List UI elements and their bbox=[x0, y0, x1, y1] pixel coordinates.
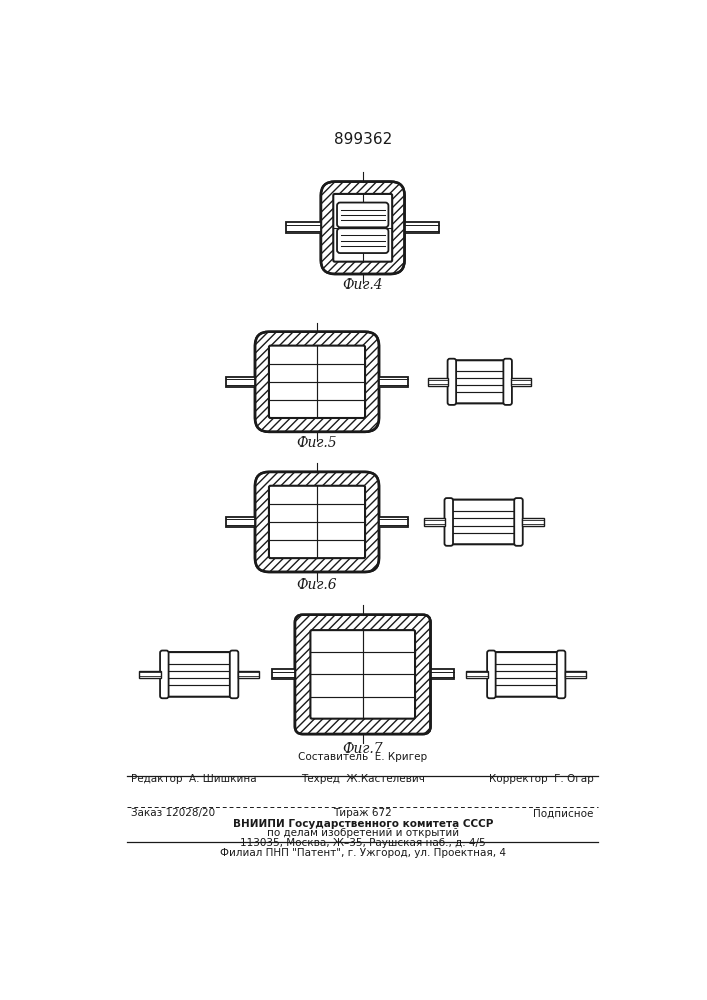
FancyBboxPatch shape bbox=[448, 359, 456, 405]
Bar bbox=[379, 517, 409, 527]
FancyBboxPatch shape bbox=[255, 332, 379, 432]
FancyBboxPatch shape bbox=[489, 652, 564, 697]
FancyBboxPatch shape bbox=[269, 486, 365, 558]
Text: Подписное: Подписное bbox=[533, 808, 594, 818]
Bar bbox=[271, 669, 295, 679]
Bar bbox=[466, 671, 488, 678]
FancyBboxPatch shape bbox=[337, 228, 388, 253]
Bar bbox=[238, 671, 259, 678]
Bar bbox=[226, 517, 255, 527]
FancyBboxPatch shape bbox=[514, 498, 522, 546]
Text: Тираж 672: Тираж 672 bbox=[333, 808, 392, 818]
FancyBboxPatch shape bbox=[445, 498, 453, 546]
FancyBboxPatch shape bbox=[295, 615, 431, 734]
Bar bbox=[522, 518, 544, 526]
Text: Филиал ПНП "Патент", г. Ужгород, ул. Проектная, 4: Филиал ПНП "Патент", г. Ужгород, ул. Про… bbox=[220, 848, 506, 858]
FancyBboxPatch shape bbox=[333, 194, 392, 262]
Text: Фиг.6: Фиг.6 bbox=[297, 578, 337, 592]
Bar bbox=[139, 671, 160, 678]
FancyBboxPatch shape bbox=[321, 182, 404, 274]
FancyBboxPatch shape bbox=[160, 651, 168, 698]
Text: Техред  Ж.Кастелевич: Техред Ж.Кастелевич bbox=[300, 774, 425, 784]
Text: 113035, Москва, Ж–35, Раушская наб., д. 4/5: 113035, Москва, Ж–35, Раушская наб., д. … bbox=[240, 838, 486, 848]
Text: Заказ 12028/20: Заказ 12028/20 bbox=[131, 808, 215, 818]
Text: по делам изобретений и открытий: по делам изобретений и открытий bbox=[267, 828, 459, 838]
Text: Составитель  Е. Кригер: Составитель Е. Кригер bbox=[298, 752, 427, 762]
Text: Редактор  А. Шишкина: Редактор А. Шишкина bbox=[131, 774, 257, 784]
Bar bbox=[286, 222, 321, 233]
Text: Фиг.4: Фиг.4 bbox=[342, 278, 383, 292]
Text: Корректор  Г. Огар: Корректор Г. Огар bbox=[489, 774, 594, 784]
Bar bbox=[428, 378, 448, 386]
Bar bbox=[226, 377, 255, 387]
FancyBboxPatch shape bbox=[445, 500, 522, 544]
Text: Фиг.5: Фиг.5 bbox=[297, 436, 337, 450]
FancyBboxPatch shape bbox=[230, 651, 238, 698]
FancyBboxPatch shape bbox=[449, 360, 510, 403]
Text: Фиг.7: Фиг.7 bbox=[342, 742, 383, 756]
Text: 899362: 899362 bbox=[334, 132, 392, 147]
Bar bbox=[379, 377, 409, 387]
FancyBboxPatch shape bbox=[557, 651, 566, 698]
FancyBboxPatch shape bbox=[503, 359, 512, 405]
Bar bbox=[511, 378, 531, 386]
Bar bbox=[404, 222, 440, 233]
FancyBboxPatch shape bbox=[487, 651, 496, 698]
FancyBboxPatch shape bbox=[310, 630, 415, 719]
Bar bbox=[431, 669, 454, 679]
Bar bbox=[423, 518, 445, 526]
Bar bbox=[565, 671, 586, 678]
FancyBboxPatch shape bbox=[255, 472, 379, 572]
FancyBboxPatch shape bbox=[161, 652, 237, 697]
FancyBboxPatch shape bbox=[269, 346, 365, 418]
FancyBboxPatch shape bbox=[337, 203, 388, 227]
Text: ВНИИПИ Государственного комитета СССР: ВНИИПИ Государственного комитета СССР bbox=[233, 819, 493, 829]
